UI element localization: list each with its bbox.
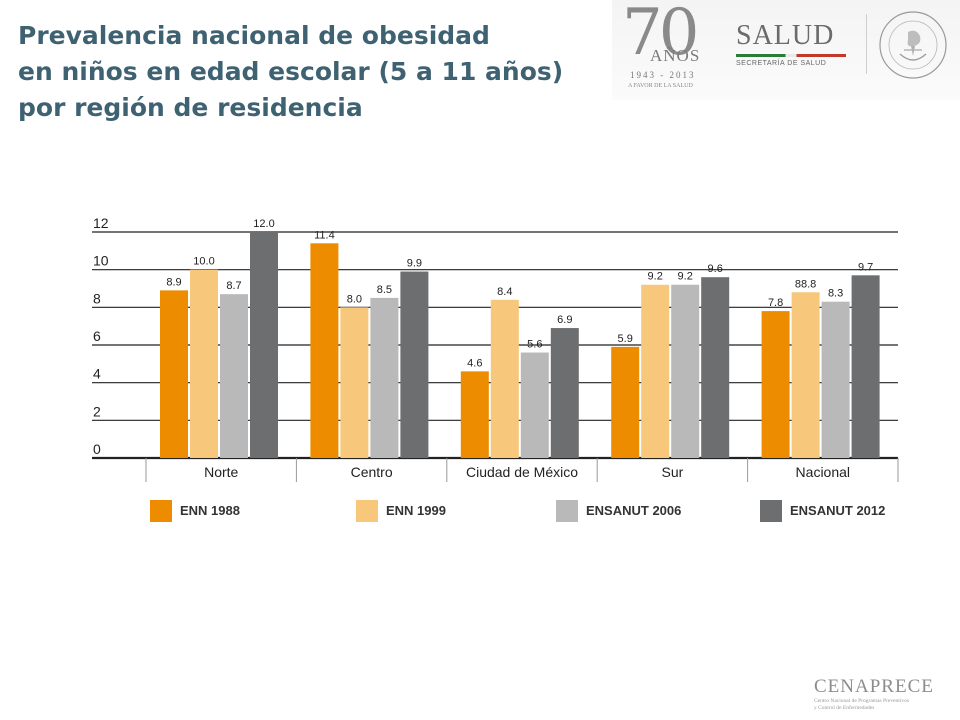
data-label: 12.0 bbox=[253, 218, 274, 230]
data-label: 6.9 bbox=[557, 314, 572, 326]
data-label: 8.3 bbox=[828, 288, 843, 300]
data-label: 88.8 bbox=[795, 278, 816, 290]
data-label: 9.2 bbox=[648, 271, 663, 283]
salud-word: SALUD bbox=[736, 20, 835, 51]
y-tick-label: 10 bbox=[93, 253, 109, 269]
bar bbox=[671, 284, 700, 458]
data-label: 9.6 bbox=[708, 263, 723, 275]
y-tick-label: 0 bbox=[93, 441, 101, 457]
bar bbox=[160, 290, 188, 458]
header-band bbox=[612, 0, 960, 100]
bar bbox=[370, 297, 399, 458]
salud-tricolor-bar bbox=[736, 54, 846, 57]
legend-label: ENN 1999 bbox=[386, 503, 446, 518]
bar bbox=[340, 307, 369, 458]
legend-swatch bbox=[760, 500, 782, 522]
cenaprece-subtitle-1: Centro Nacional de Programas Preventivos bbox=[814, 698, 910, 704]
axes: 0 2 4 6 8 10 12 Norte Centro Ciudad de México Sur N… bbox=[93, 215, 899, 482]
data-label: 8.7 bbox=[226, 280, 241, 292]
data-label: 9.2 bbox=[678, 271, 693, 283]
bar bbox=[250, 232, 278, 458]
data-label: 5.6 bbox=[527, 339, 542, 351]
data-label: 9.7 bbox=[858, 261, 873, 273]
data-label: 7.8 bbox=[768, 297, 783, 309]
legend-swatch bbox=[556, 500, 578, 522]
bar bbox=[490, 299, 519, 458]
data-label: 8.5 bbox=[377, 284, 392, 296]
bar-chart: 8.9 11.4 4.6 5.9 7.8 10.0 8.0 8.4 9.2 88.8 8.7 8.5 5… bbox=[92, 215, 899, 482]
x-tick-label: Norte bbox=[204, 464, 238, 480]
cenaprece-word: CENAPRECE bbox=[814, 676, 934, 697]
seventy-years-range: 1943 - 2013 bbox=[630, 70, 696, 80]
bars bbox=[160, 232, 880, 458]
x-tick-label: Centro bbox=[351, 464, 393, 480]
data-label: 10.0 bbox=[193, 256, 214, 268]
title-line-3: por región de residencia bbox=[18, 93, 363, 122]
x-tick-label: Sur bbox=[662, 464, 684, 480]
bar bbox=[851, 275, 880, 458]
salud-subtitle: SECRETARÍA DE SALUD bbox=[736, 60, 827, 67]
title-line-1: Prevalencia nacional de obesidad bbox=[18, 21, 490, 50]
seventy-number: 70 bbox=[622, 0, 699, 70]
bar bbox=[550, 328, 579, 458]
seventy-years-logo: 70 AÑOS 1943 - 2013 A FAVOR DE LA SALUD bbox=[622, 0, 708, 90]
data-label: 8.4 bbox=[497, 286, 512, 298]
bar bbox=[400, 271, 429, 458]
seventy-word: AÑOS bbox=[650, 46, 701, 65]
bar bbox=[761, 311, 790, 458]
title-line-2: en niños en edad escolar (5 a 11 años) bbox=[18, 57, 564, 86]
legend-label: ENSANUT 2012 bbox=[790, 503, 886, 518]
x-tick-label: Ciudad de México bbox=[466, 464, 578, 480]
y-tick-label: 2 bbox=[93, 403, 101, 419]
bar bbox=[190, 269, 218, 458]
logo-divider bbox=[866, 14, 867, 74]
bar bbox=[791, 292, 820, 458]
y-tick-label: 6 bbox=[93, 328, 101, 344]
data-label: 8.0 bbox=[347, 293, 362, 305]
bar bbox=[611, 346, 640, 458]
data-label: 9.9 bbox=[407, 258, 422, 270]
y-tick-label: 12 bbox=[93, 215, 109, 231]
bar bbox=[701, 277, 730, 458]
bar bbox=[520, 352, 549, 458]
bar bbox=[310, 243, 339, 458]
bar bbox=[821, 301, 850, 458]
bar bbox=[460, 371, 489, 458]
bar bbox=[220, 294, 248, 458]
x-tick-label: Nacional bbox=[796, 464, 850, 480]
bar bbox=[641, 284, 670, 458]
seventy-tagline: A FAVOR DE LA SALUD bbox=[628, 83, 693, 89]
data-label: 5.9 bbox=[618, 333, 633, 345]
cenaprece-logo: CENAPRECE Centro Nacional de Programas P… bbox=[814, 676, 954, 712]
page-title: Prevalencia nacional de obesidad en niño… bbox=[18, 18, 563, 126]
salud-logo: SALUD SECRETARÍA DE SALUD bbox=[736, 20, 856, 67]
mexican-coat-of-arms-seal-icon bbox=[879, 11, 947, 79]
legend-swatch bbox=[356, 500, 378, 522]
data-label: 4.6 bbox=[467, 357, 482, 369]
data-labels: 8.9 11.4 4.6 5.9 7.8 10.0 8.0 8.4 9.2 88.8 8.7 8.5 5… bbox=[166, 218, 873, 369]
legend-label: ENSANUT 2006 bbox=[586, 503, 682, 518]
data-label: 8.9 bbox=[166, 276, 181, 288]
data-label: 11.4 bbox=[314, 229, 335, 241]
legend-label: ENN 1988 bbox=[180, 503, 240, 518]
y-tick-label: 8 bbox=[93, 290, 101, 306]
y-tick-label: 4 bbox=[93, 366, 101, 382]
cenaprece-subtitle-2: y Control de Enfermedades bbox=[814, 705, 875, 711]
legend-swatch bbox=[150, 500, 172, 522]
